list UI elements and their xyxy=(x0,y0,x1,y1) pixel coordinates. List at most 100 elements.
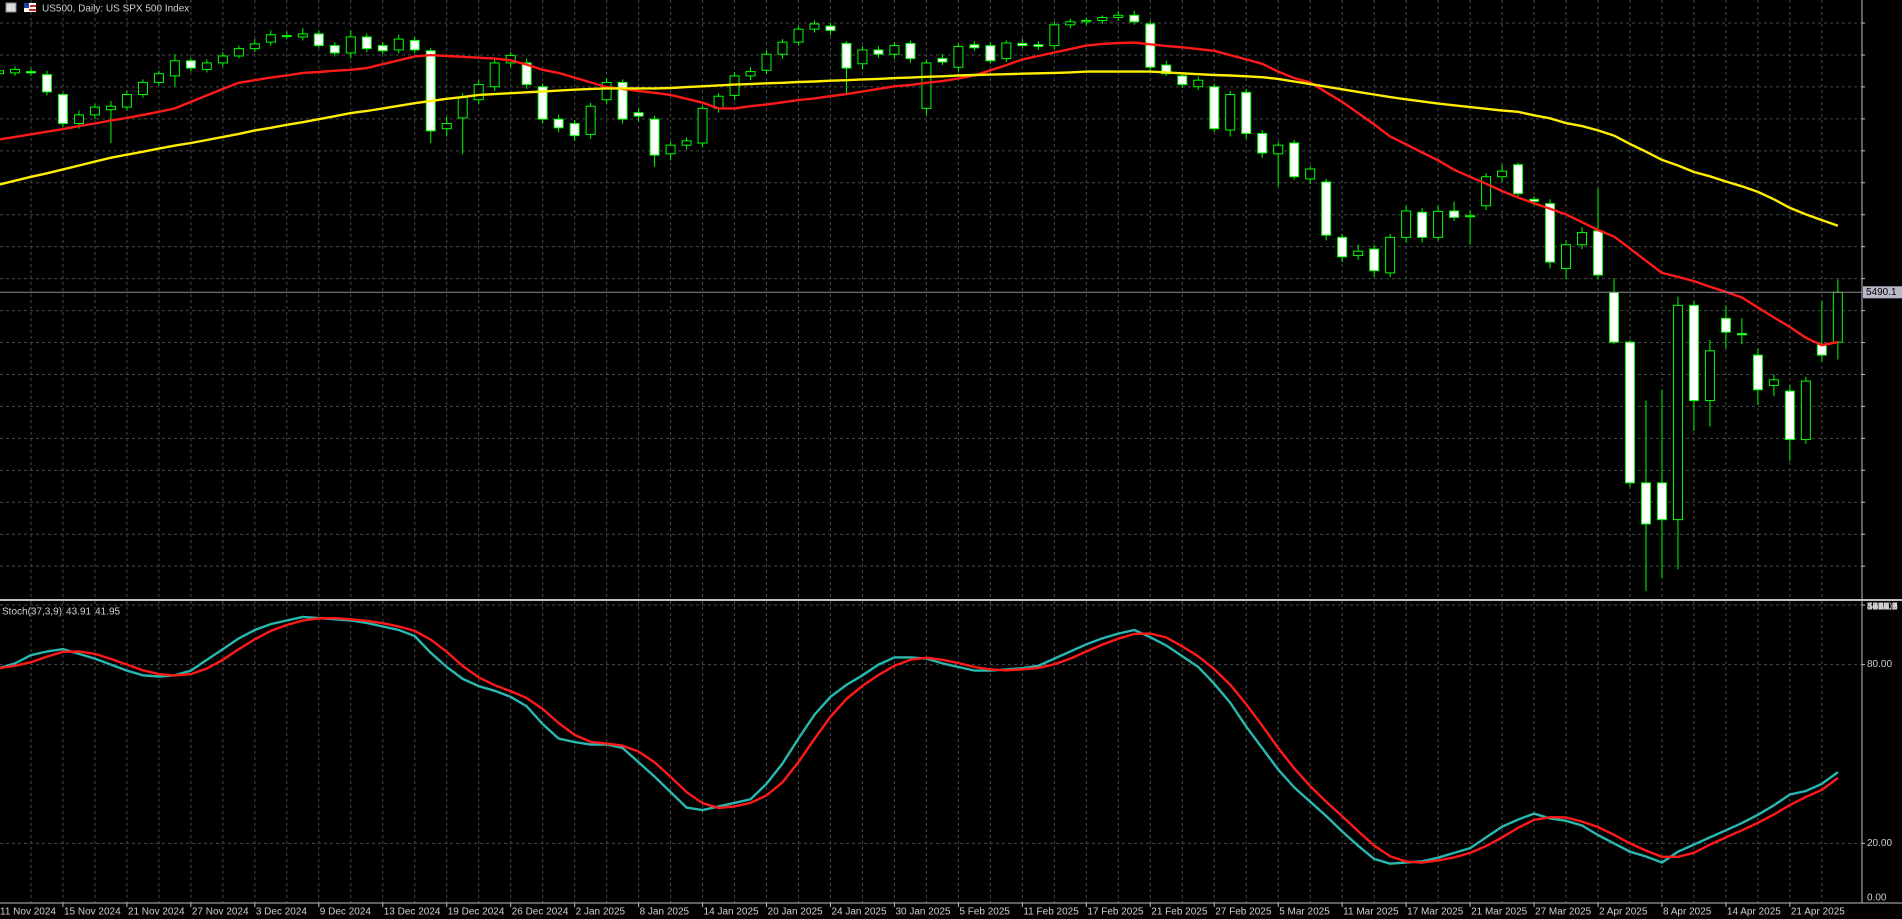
flag-canton xyxy=(24,3,29,8)
x-tick-label: 3 Dec 2024 xyxy=(256,907,308,918)
candle-body-up xyxy=(1001,42,1012,60)
candle-body-up xyxy=(921,62,932,109)
candle-body-up xyxy=(473,84,484,101)
candle-body-up xyxy=(1049,24,1060,47)
stoch-line xyxy=(0,616,1839,864)
candle-body-up xyxy=(297,33,308,38)
candle-body-down xyxy=(185,60,196,69)
candle-body-up xyxy=(89,106,100,116)
candle-body-down xyxy=(841,42,852,69)
candle-body-up xyxy=(153,73,164,83)
candle-body-down xyxy=(1417,211,1428,238)
candle-body-up xyxy=(793,28,804,43)
y-tick-label: 5005.1 xyxy=(1867,602,1898,613)
y-tick-label: 5964.6 xyxy=(1867,602,1898,613)
candle-body-down xyxy=(521,62,532,86)
flag-stripe xyxy=(30,5,36,7)
y-tick-label: 100.00 xyxy=(1867,602,1898,613)
candle-body-down xyxy=(1241,91,1252,134)
candle-body-down xyxy=(1640,482,1651,525)
candle-body-up xyxy=(393,38,404,51)
x-tick-label: 27 Nov 2024 xyxy=(192,907,249,918)
candle-body-up xyxy=(1497,170,1508,178)
stoch-plot xyxy=(0,615,1839,865)
candle-body-down xyxy=(425,50,436,132)
candle-body-up xyxy=(761,53,772,71)
y-tick-label: 20.00 xyxy=(1867,838,1892,849)
candle-body-up xyxy=(457,97,468,119)
candle-body-up xyxy=(217,55,228,64)
candle-body-down xyxy=(649,118,660,156)
candle-body-down xyxy=(1608,291,1619,343)
x-tick-label: 20 Jan 2025 xyxy=(768,907,823,918)
candle-body-up xyxy=(201,62,212,70)
flag-stripe xyxy=(29,9,36,11)
x-tick-label: 21 Apr 2025 xyxy=(1791,907,1845,918)
symbol-header: US500, Daily: US SPX 500 Index xyxy=(5,2,189,15)
candle-body-up xyxy=(1097,16,1108,21)
x-tick-label: 5 Feb 2025 xyxy=(959,907,1010,918)
candle-body-up xyxy=(1800,380,1811,441)
candle-body-down xyxy=(25,71,36,74)
candle-body-down xyxy=(1736,332,1747,336)
candle-body-down xyxy=(57,94,68,125)
candle-body-up xyxy=(1081,19,1092,23)
x-tick-label: 11 Nov 2024 xyxy=(0,907,56,918)
candle-body-down xyxy=(1656,482,1667,521)
candle-body-down xyxy=(1033,44,1044,47)
y-tick-label: 6038.3 xyxy=(1867,602,1898,613)
candle-body-up xyxy=(345,36,356,54)
candle-body-up xyxy=(137,81,148,96)
candle-body-down xyxy=(873,49,884,55)
x-tick-label: 5 Mar 2025 xyxy=(1279,907,1330,918)
y-tick-label: 4931.3 xyxy=(1867,602,1898,613)
candle-body-down xyxy=(569,123,580,137)
candle-body-down xyxy=(1209,86,1220,130)
candle-body-up xyxy=(169,60,180,77)
x-tick-label: 11 Feb 2025 xyxy=(1023,907,1079,918)
candle-body-up xyxy=(265,34,276,43)
candle-body-down xyxy=(1369,248,1380,272)
candle-body-down xyxy=(1289,142,1300,178)
candle-body-up xyxy=(1481,176,1492,207)
x-tick-label: 27 Feb 2025 xyxy=(1215,907,1272,918)
candle-body-down xyxy=(1321,181,1332,236)
y-tick-label: 5152.7 xyxy=(1867,602,1898,613)
candle-body-up xyxy=(233,48,244,57)
menu-icon[interactable] xyxy=(5,2,17,13)
candle-body-up xyxy=(809,23,820,30)
x-tick-label: 30 Jan 2025 xyxy=(895,907,950,918)
candle-body-up xyxy=(1672,304,1683,521)
candle-body-down xyxy=(969,44,980,49)
candle-body-down xyxy=(825,25,836,31)
candle-body-up xyxy=(1305,168,1316,180)
y-tick-label: 5595.5 xyxy=(1867,602,1898,613)
candle-body-down xyxy=(633,112,644,117)
y-tick-label: 5816.9 xyxy=(1867,602,1898,613)
candle-body-up xyxy=(105,105,116,111)
y-tick-label: 5521.7 xyxy=(1867,602,1898,613)
candle-body-down xyxy=(361,36,372,50)
candle-body-up xyxy=(1561,244,1572,270)
candle-body-up xyxy=(1065,21,1076,26)
indicator-value: 43.91 xyxy=(66,607,91,618)
y-tick-label: 5300.3 xyxy=(1867,602,1898,613)
candle-body-down xyxy=(377,45,388,52)
candle-body-down xyxy=(1177,75,1188,86)
candle-body-up xyxy=(249,43,260,50)
candle-body-up xyxy=(1273,144,1284,155)
y-tick-label: 80.00 xyxy=(1867,659,1892,670)
candle-body-up xyxy=(665,144,676,155)
candle-body-up xyxy=(857,49,868,65)
candle-body-down xyxy=(1257,132,1268,154)
candle-body-down xyxy=(1593,230,1603,276)
x-tick-label: 21 Feb 2025 xyxy=(1151,907,1208,918)
candle-body-down xyxy=(617,81,628,120)
y-tick-label: 5078.9 xyxy=(1867,602,1898,613)
y-tick-label: 4857.5 xyxy=(1867,602,1898,613)
x-tick-label: 17 Feb 2025 xyxy=(1087,907,1144,918)
x-tick-label: 19 Dec 2024 xyxy=(448,907,505,918)
candle-body-up xyxy=(73,114,84,125)
